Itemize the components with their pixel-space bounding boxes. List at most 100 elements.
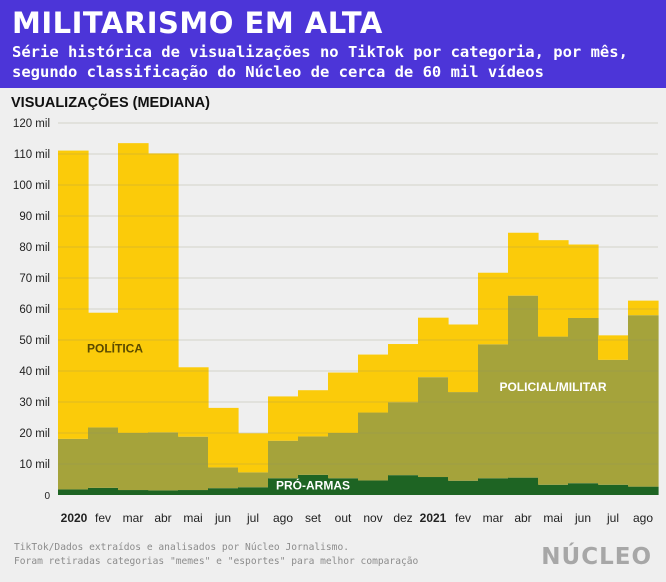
bar-pr-armas-10 [358, 480, 389, 495]
x-tick-label: ago [273, 511, 293, 525]
bar-pr-armas-19 [628, 486, 659, 495]
series-label-pr-armas: PRÓ-ARMAS [276, 477, 350, 492]
bar-policial-militar-16 [538, 336, 569, 485]
bar-policial-militar-18 [598, 359, 629, 485]
y-tick-label: 40 mil [19, 366, 50, 378]
bar-pr-armas-18 [598, 484, 629, 495]
bar-policial-militar-12 [418, 377, 449, 478]
x-tick-label: abr [154, 511, 171, 525]
y-tick-label: 0 [44, 491, 50, 502]
x-tick-label: jun [574, 511, 591, 525]
bar-pol-tica-16 [538, 240, 569, 337]
bar-pr-armas-15 [508, 477, 539, 495]
stacked-area-chart: 0 10 mil 20 mil 30 mil 40 mil 50 mil 60 mil 70 … [13, 118, 659, 525]
x-tick-label: abr [514, 511, 531, 525]
bar-pr-armas-16 [538, 484, 569, 495]
x-tick-label: mai [183, 511, 202, 525]
bar-pol-tica-18 [598, 335, 629, 360]
x-tick-label: 2021 [420, 511, 447, 525]
bar-pol-tica-7 [268, 396, 299, 441]
y-tick-label: 20 mil [19, 428, 50, 440]
bar-policial-militar-2 [118, 433, 149, 491]
y-tick-label: 10 mil [19, 459, 50, 471]
x-tick-label: dez [393, 511, 412, 525]
bar-pol-tica-14 [478, 272, 509, 345]
x-tick-label: mar [483, 511, 504, 525]
bar-pr-armas-5 [208, 488, 239, 495]
x-tick-label: ago [633, 511, 653, 525]
bar-pol-tica-19 [628, 300, 659, 316]
bar-pr-armas-1 [88, 487, 119, 495]
series-label-policial-militar: POLICIAL/MILITAR [499, 380, 606, 394]
bar-pr-armas-13 [448, 480, 479, 495]
bar-pr-armas-4 [178, 490, 209, 495]
bar-policial-militar-3 [148, 432, 179, 491]
x-tick-label: mar [123, 511, 144, 525]
series-label-pol-tica: POLÍTICA [87, 340, 143, 355]
x-tick-label: mai [543, 511, 562, 525]
bar-pr-armas-6 [238, 487, 269, 495]
bar-policial-militar-5 [208, 467, 239, 489]
source-note: TikTok/Dados extraídos e analisados por … [14, 541, 418, 569]
y-tick-label: 70 mil [19, 273, 50, 285]
bar-policial-militar-14 [478, 344, 509, 479]
bar-policial-militar-17 [568, 317, 599, 484]
y-tick-label: 60 mil [19, 304, 50, 316]
bar-pol-tica-2 [118, 143, 149, 433]
y-tick-label: 120 mil [13, 118, 50, 130]
source-line-1: TikTok/Dados extraídos e analisados por … [14, 542, 350, 553]
bar-pol-tica-0 [58, 150, 89, 439]
bar-pol-tica-8 [298, 390, 329, 437]
bar-pr-armas-3 [148, 490, 179, 495]
bar-policial-militar-7 [268, 440, 299, 479]
x-tick-label: nov [363, 511, 382, 525]
bar-pr-armas-11 [388, 475, 419, 495]
bar-pr-armas-12 [418, 477, 449, 495]
x-tick-label: fev [455, 511, 471, 525]
y-tick-label: 110 mil [14, 149, 50, 161]
chart-title: MILITARISMO EM ALTA [12, 6, 383, 40]
bar-pol-tica-12 [418, 317, 449, 378]
source-line-2: Foram retiradas categorias "memes" e "es… [14, 556, 419, 567]
bar-pr-armas-7 [268, 478, 299, 495]
bar-policial-militar-9 [328, 433, 359, 479]
bar-policial-militar-19 [628, 315, 659, 487]
bar-pol-tica-15 [508, 232, 539, 296]
y-tick-label: 30 mil [19, 397, 50, 409]
bar-pol-tica-1 [88, 312, 119, 428]
chart-subtitle: Série histórica de visualizações no TikT… [12, 43, 628, 81]
x-tick-label: set [305, 511, 322, 525]
y-axis-label: VISUALIZAÇÕES (MEDIANA) [11, 95, 210, 111]
x-tick-label: jul [606, 511, 619, 525]
bar-policial-militar-6 [238, 472, 269, 488]
bar-pr-armas-14 [478, 478, 509, 495]
header-banner: MILITARISMO EM ALTA Série histórica de v… [0, 0, 666, 88]
bar-pr-armas-0 [58, 489, 89, 495]
x-tick-label: out [335, 511, 352, 525]
bar-pr-armas-8 [298, 474, 329, 495]
y-tick-label: 100 mil [13, 180, 50, 192]
y-tick-label: 50 mil [19, 335, 50, 347]
x-tick-label: jun [214, 511, 231, 525]
x-tick-label: 2020 [61, 511, 88, 525]
nucleo-logo: NÚCLEO [541, 544, 652, 570]
bar-pol-tica-11 [388, 344, 419, 403]
bar-pol-tica-3 [148, 153, 179, 433]
y-tick-label: 80 mil [19, 242, 50, 254]
bar-policial-militar-10 [358, 412, 389, 481]
bar-policial-militar-15 [508, 295, 539, 478]
bar-pol-tica-5 [208, 407, 239, 468]
bar-pol-tica-17 [568, 244, 599, 318]
x-tick-label: fev [95, 511, 111, 525]
bar-pr-armas-2 [118, 490, 149, 495]
bar-policial-militar-13 [448, 392, 479, 481]
bar-policial-militar-4 [178, 436, 209, 491]
bar-policial-militar-8 [298, 436, 329, 475]
bar-pol-tica-6 [238, 433, 269, 473]
bar-pol-tica-13 [448, 324, 479, 393]
bar-policial-militar-11 [388, 402, 419, 476]
bar-pr-armas-17 [568, 483, 599, 495]
y-tick-label: 90 mil [19, 211, 50, 223]
bar-pol-tica-9 [328, 372, 359, 433]
bar-pr-armas-9 [328, 478, 359, 495]
